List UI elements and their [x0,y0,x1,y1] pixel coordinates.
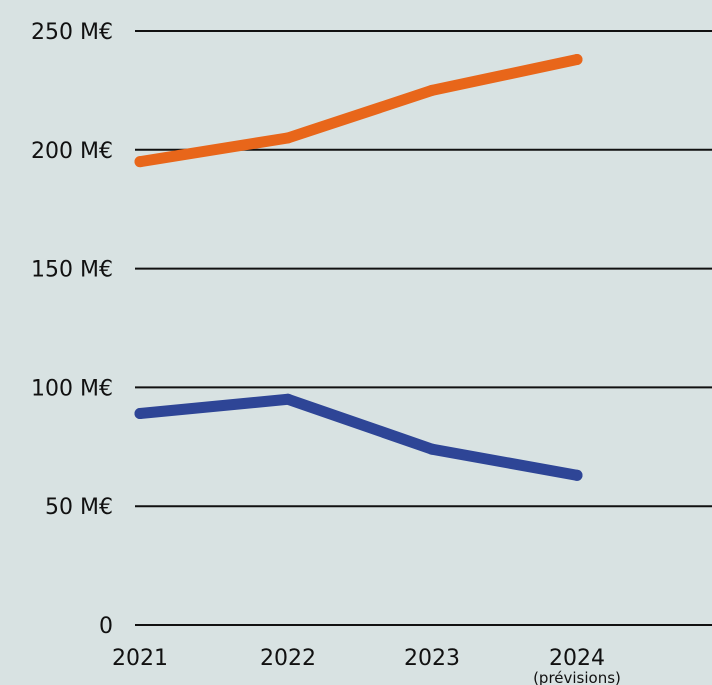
series-lines [134,54,583,481]
series-line-1 [134,54,583,168]
x-tick-label: 2021 [112,646,168,671]
x-tick-label: 2022 [260,646,316,671]
y-tick-label: 150 M€ [31,258,113,283]
y-tick-label: 100 M€ [31,376,113,401]
data-point [571,54,583,66]
series-line-2 [134,393,583,481]
y-tick-label: 200 M€ [31,139,113,164]
y-axis-tick-labels: 0 50 M€ 100 M€ 150 M€ 200 M€ 250 M€ [31,20,113,639]
y-tick-label: 0 [99,614,113,639]
data-point [134,156,146,168]
data-point [426,443,438,455]
y-tick-label: 50 M€ [45,495,113,520]
x-tick-note: (prévisions) [533,669,621,685]
data-point [571,469,583,481]
data-point [134,408,146,420]
x-axis-tick-labels: 2021 2022 2023 2024(prévisions) [112,646,621,685]
gridlines [135,30,712,626]
x-tick-label: 2023 [404,646,460,671]
x-tick-label: 2024 [549,646,605,671]
data-point [282,393,294,405]
y-tick-label: 250 M€ [31,20,113,45]
data-point [426,84,438,96]
data-point [282,132,294,144]
